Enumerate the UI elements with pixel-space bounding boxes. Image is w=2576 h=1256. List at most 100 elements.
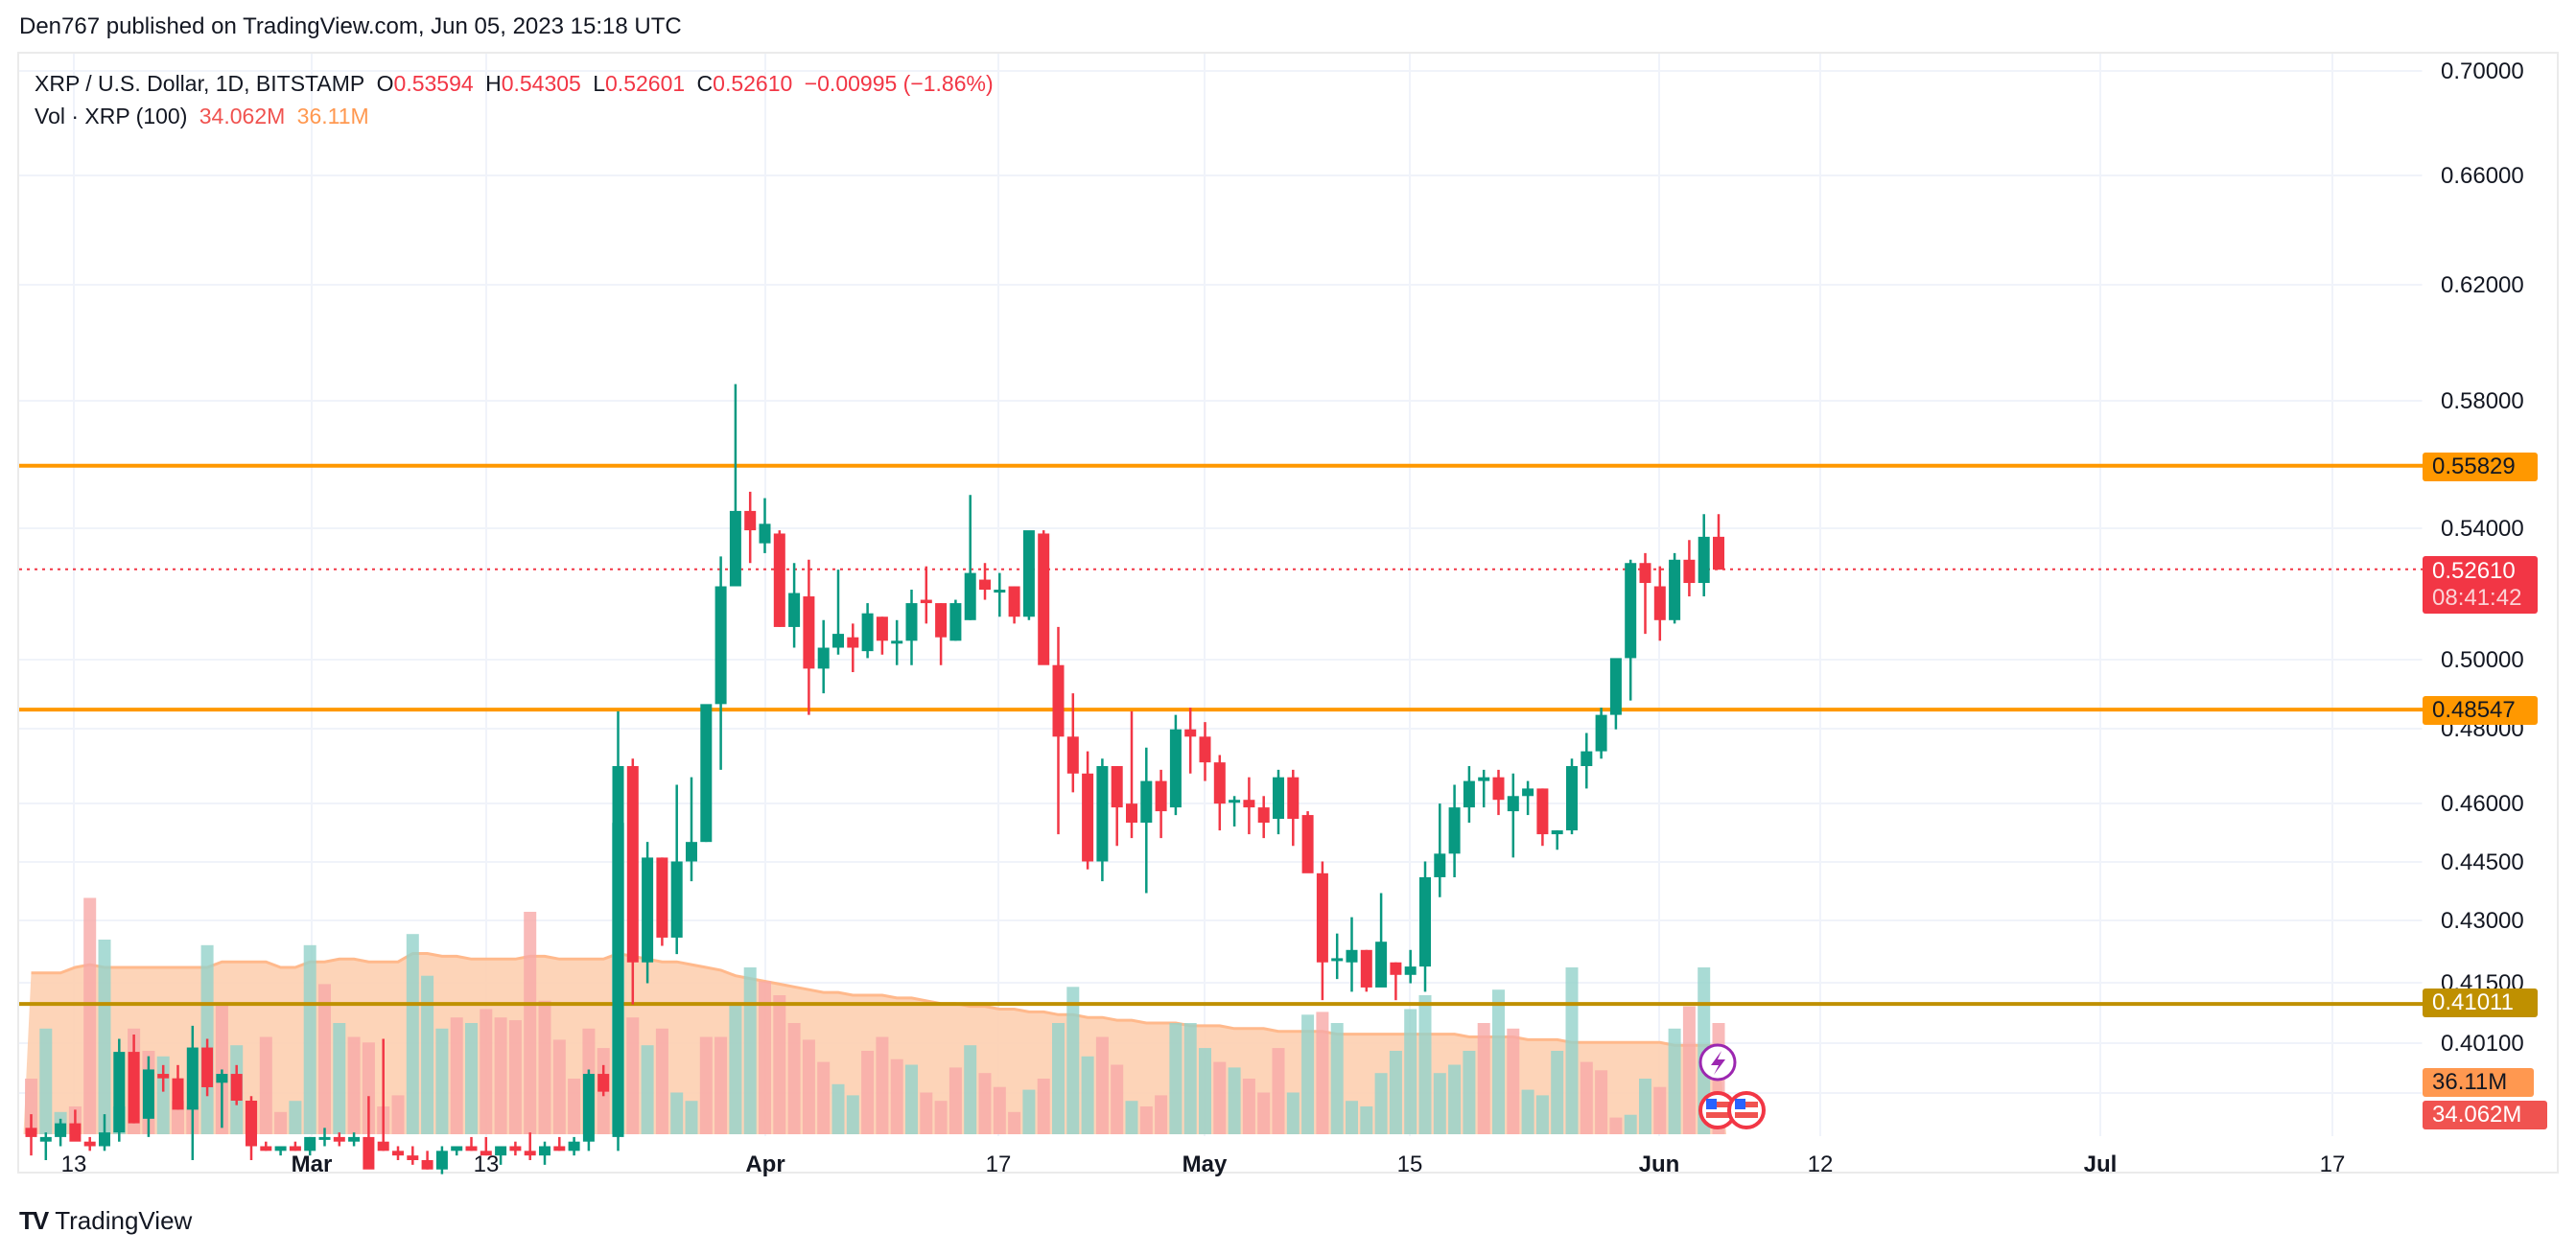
candle-body <box>1390 962 1402 975</box>
candle-body <box>1199 736 1211 763</box>
tradingview-brand: TradingView <box>55 1206 193 1235</box>
flag-stripe <box>1706 1112 1729 1118</box>
volume-bar <box>1183 1023 1197 1134</box>
resistance-price-tag: 0.55829 <box>2423 453 2538 481</box>
volume-bar <box>1330 1023 1344 1134</box>
candle-body <box>1316 872 1328 963</box>
candle-body <box>1492 777 1505 801</box>
volume-bar <box>1477 1023 1490 1134</box>
volume-bar <box>1404 1009 1417 1134</box>
volume-bar <box>655 1028 668 1134</box>
volume-bar <box>1052 1023 1065 1134</box>
candle-body <box>935 603 948 638</box>
tradingview-logo-icon: TV <box>19 1206 49 1235</box>
candle-body <box>773 533 785 627</box>
volume-bar <box>494 1017 507 1134</box>
candle-body <box>1448 807 1461 854</box>
volume-bar <box>670 1092 684 1134</box>
volume-bar <box>25 1079 37 1134</box>
candle-body <box>642 857 654 963</box>
volume-bar <box>1111 1064 1124 1134</box>
flag-canton <box>1735 1099 1745 1109</box>
symbol-title[interactable]: XRP / U.S. Dollar, 1D, BITSTAMP <box>35 71 365 96</box>
volume-bar <box>817 1061 831 1134</box>
volume-ma-value: 36.11M <box>296 104 369 128</box>
candle-body <box>1229 800 1241 803</box>
volume-bar <box>1228 1067 1241 1134</box>
candle-body <box>392 1151 404 1156</box>
candle-body <box>1625 563 1637 659</box>
price-axis-tick: 0.43000 <box>2441 908 2524 934</box>
volume-bar <box>1580 1061 1593 1134</box>
candle-body <box>759 523 771 544</box>
volume-bar <box>1125 1101 1138 1134</box>
volume-bar <box>1066 987 1080 1134</box>
time-axis-tick: Apr <box>745 1151 785 1177</box>
volume-bar <box>318 984 331 1134</box>
volume-bar <box>1037 1079 1050 1134</box>
support-low-price-tag: 0.41011 <box>2423 989 2538 1017</box>
volume-bar <box>831 1083 845 1134</box>
volume-bar <box>743 967 757 1134</box>
candle-body <box>1022 530 1035 617</box>
candle-body <box>1066 736 1079 774</box>
price-axis-tick: 0.62000 <box>2441 272 2524 298</box>
candle-body <box>1213 762 1226 804</box>
candle-body <box>113 1052 126 1133</box>
candle-body <box>260 1146 272 1151</box>
candle-body <box>1287 777 1300 820</box>
lightning-icon <box>1711 1051 1725 1075</box>
candle-body <box>186 1047 199 1110</box>
volume-bar <box>303 944 316 1134</box>
chart-frame[interactable] <box>17 52 2559 1174</box>
volume-bar <box>1639 1079 1651 1134</box>
candle-body <box>670 861 683 938</box>
volume-bar <box>538 1000 551 1134</box>
candle-body <box>333 1136 345 1142</box>
volume-bar <box>1199 1048 1211 1134</box>
candle-body <box>1346 949 1358 963</box>
current-price-value: 0.52610 <box>2432 558 2516 584</box>
volume-bar <box>1139 1106 1153 1134</box>
high-label: H <box>485 71 502 96</box>
volume-bar <box>1492 989 1505 1134</box>
publish-header: Den767 published on TradingView.com, Jun… <box>19 13 682 39</box>
time-axis-tick: 13 <box>474 1151 500 1177</box>
time-axis-tick: 12 <box>1808 1151 1834 1177</box>
candle-body <box>1052 664 1065 737</box>
candle-body <box>876 616 888 641</box>
candle-body <box>686 842 697 862</box>
candle-body <box>201 1047 214 1087</box>
candle-body <box>832 634 844 648</box>
price-axis-tick: 0.70000 <box>2441 58 2524 84</box>
candle-body <box>274 1146 287 1151</box>
volume-bar <box>1668 1028 1681 1134</box>
candle-body <box>1639 563 1651 584</box>
candle-body <box>421 1160 433 1170</box>
volume-bar <box>1418 995 1432 1134</box>
candle-body <box>1111 766 1123 808</box>
volume-bar <box>729 1003 742 1134</box>
candle-body <box>1375 942 1388 988</box>
candle-body <box>612 766 624 1137</box>
tradingview-footer[interactable]: TV TradingView <box>19 1206 192 1236</box>
candle-body <box>1096 766 1109 862</box>
price-axis-tick: 0.40100 <box>2441 1031 2524 1057</box>
candle-body <box>39 1136 52 1142</box>
volume-value: 34.062M <box>199 104 286 128</box>
candle-body <box>568 1141 580 1151</box>
close-value: 0.52610 <box>713 71 793 96</box>
candle-body <box>99 1132 110 1147</box>
candle-body <box>891 640 903 644</box>
candle-body <box>861 613 874 652</box>
candle-body <box>744 510 757 531</box>
volume-title[interactable]: Vol · XRP (100) <box>35 104 188 128</box>
volume-bar <box>773 995 786 1134</box>
volume-bar <box>406 934 419 1134</box>
candle-body <box>216 1074 228 1083</box>
candle-body <box>83 1141 96 1147</box>
candle-body <box>539 1146 550 1156</box>
candle-body <box>348 1136 361 1142</box>
volume-bar <box>1316 1012 1329 1134</box>
